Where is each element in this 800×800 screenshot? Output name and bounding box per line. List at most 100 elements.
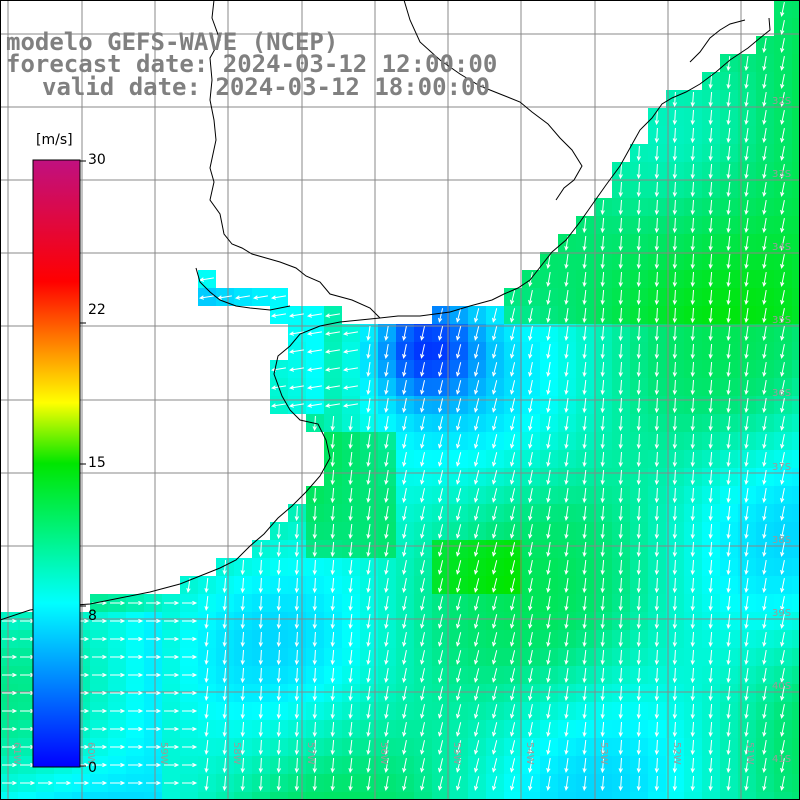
wind-arrow	[726, 163, 731, 180]
wind-arrow	[564, 380, 569, 396]
wind-arrow	[762, 344, 767, 360]
wind-arrow	[366, 758, 371, 774]
wind-arrow	[654, 613, 660, 630]
wind-arrow	[618, 181, 623, 198]
wind-arrow	[402, 686, 407, 702]
wind-arrow	[288, 349, 304, 354]
wind-arrow	[726, 613, 731, 630]
wind-arrow	[204, 596, 209, 612]
wind-arrow	[672, 739, 678, 756]
wind-arrow	[474, 740, 480, 755]
wind-arrow	[402, 668, 407, 684]
wind-arrow	[510, 434, 516, 449]
wind-arrow	[708, 559, 713, 576]
wind-arrow	[324, 403, 340, 408]
wind-arrow	[438, 560, 444, 575]
wind-arrow	[420, 362, 425, 377]
wind-arrow	[600, 595, 605, 612]
wind-arrow	[636, 685, 641, 702]
wind-arrow	[420, 470, 425, 485]
wind-arrow	[306, 331, 322, 336]
wind-arrow	[276, 541, 282, 558]
wind-arrow	[324, 367, 340, 372]
wind-arrow	[690, 325, 695, 342]
wind-arrow	[654, 379, 660, 396]
wind-speed-cell	[792, 90, 800, 108]
wind-arrow	[726, 685, 731, 702]
wind-arrow	[456, 380, 462, 395]
wind-arrow	[582, 541, 587, 558]
colorbar-tick-8: 8	[88, 608, 97, 624]
wind-arrow	[618, 469, 623, 486]
wind-arrow	[654, 343, 660, 360]
wind-speed-cell	[558, 792, 576, 800]
wind-arrow	[780, 344, 785, 360]
wind-arrow	[294, 757, 300, 774]
wind-arrow	[600, 379, 605, 396]
wind-arrow	[276, 613, 282, 630]
wind-arrow	[348, 577, 353, 594]
wind-arrow	[402, 488, 407, 504]
wind-arrow	[146, 762, 162, 768]
wind-arrow	[276, 595, 282, 612]
wind-arrow	[672, 145, 678, 162]
wind-arrow	[546, 632, 551, 648]
wind-arrow	[726, 559, 731, 576]
wind-arrow	[780, 110, 785, 126]
wind-arrow	[456, 524, 462, 539]
wind-arrow	[744, 722, 749, 738]
wind-arrow	[456, 326, 462, 341]
wind-arrow	[348, 559, 353, 576]
wind-arrow	[690, 127, 695, 144]
wind-arrow	[348, 505, 353, 522]
wind-speed-cell	[792, 594, 800, 612]
wind-arrow	[92, 672, 108, 678]
wind-speed-cell	[450, 792, 468, 800]
wind-arrow	[654, 145, 660, 162]
wind-arrow	[582, 649, 587, 666]
wind-arrow	[276, 703, 282, 720]
wind-arrow	[600, 685, 605, 702]
wind-arrow	[618, 667, 623, 684]
wind-arrow	[384, 578, 389, 594]
wind-arrow	[672, 253, 678, 270]
wind-arrow	[636, 145, 641, 162]
wind-speed-cell	[792, 378, 800, 396]
wind-arrow	[780, 434, 785, 450]
wind-arrow	[618, 649, 623, 666]
wind-arrow	[528, 416, 533, 432]
wind-arrow	[420, 632, 425, 647]
wind-arrow	[270, 313, 286, 318]
wind-arrow	[110, 654, 126, 660]
wind-arrow	[182, 726, 198, 732]
wind-arrow	[600, 505, 605, 522]
wind-arrow	[762, 362, 767, 378]
wind-arrow	[234, 295, 250, 300]
wind-arrow	[600, 649, 605, 666]
wind-arrow	[474, 398, 480, 413]
wind-arrow	[240, 667, 245, 684]
wind-speed-cell	[792, 270, 800, 288]
wind-arrow	[564, 344, 569, 360]
wind-arrow	[744, 650, 749, 666]
wind-arrow	[92, 780, 108, 786]
longitude-label: 61W	[11, 742, 22, 765]
wind-arrow	[780, 308, 785, 324]
wind-arrow	[306, 367, 322, 372]
wind-arrow	[146, 726, 162, 732]
wind-arrow	[366, 380, 371, 396]
wind-arrow	[690, 253, 695, 270]
wind-arrow	[366, 686, 371, 702]
wind-arrow	[402, 758, 407, 774]
wind-arrow	[690, 595, 695, 612]
wind-arrow	[492, 758, 498, 773]
wind-arrow	[20, 780, 36, 786]
longitude-label: 60W	[85, 742, 96, 765]
colorbar-tick-15: 15	[88, 455, 106, 471]
wind-arrow	[110, 744, 126, 750]
wind-arrow	[510, 416, 516, 431]
wind-arrow	[600, 757, 605, 774]
wind-arrow	[510, 380, 516, 395]
wind-arrow	[726, 451, 731, 468]
wind-arrow	[222, 649, 227, 666]
